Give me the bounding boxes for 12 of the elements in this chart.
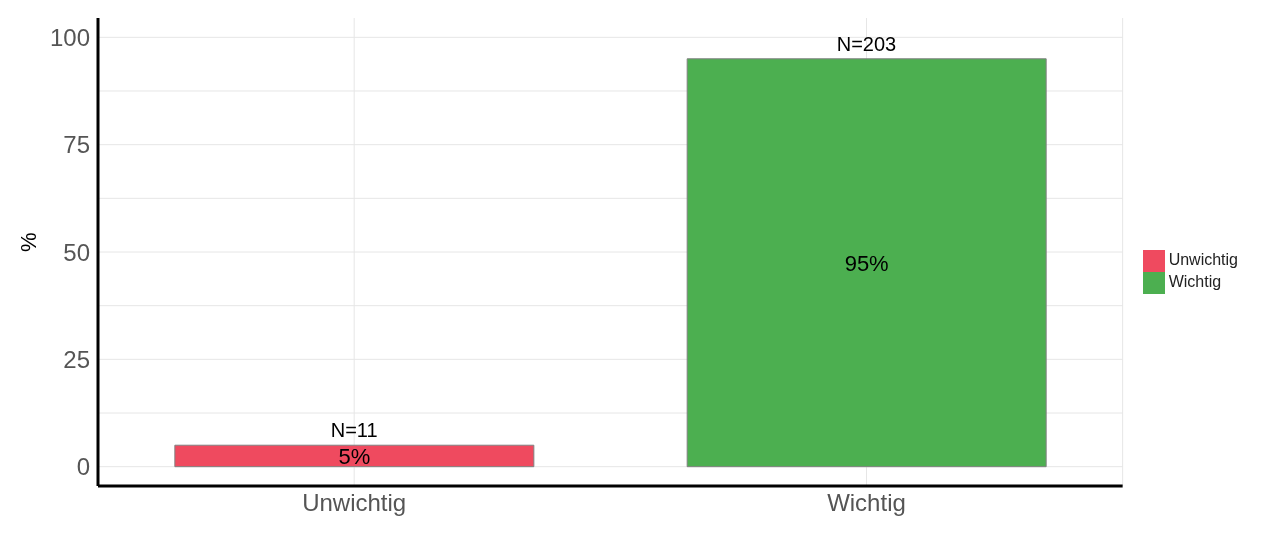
annotation: N=11: [330, 419, 378, 442]
legend-label: Wichtig: [1168, 273, 1222, 291]
y-tick-label: 25: [63, 345, 90, 373]
y-tick-label: 50: [63, 238, 90, 266]
y-tick-label: 0: [76, 453, 90, 481]
y-tick-label: 75: [63, 131, 90, 159]
y-axis-title: %: [15, 232, 41, 252]
legend-label: Unwichtig: [1168, 251, 1238, 269]
data-label: 95%: [844, 250, 889, 276]
annotation: N=203: [836, 32, 897, 55]
data-label: 5%: [338, 443, 371, 469]
y-tick-label: 100: [49, 23, 90, 51]
